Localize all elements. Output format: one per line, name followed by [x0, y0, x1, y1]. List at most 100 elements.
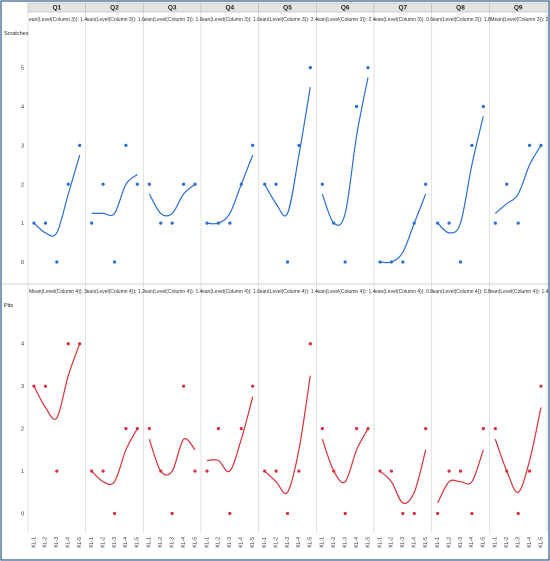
x-tick-label: KL-4: [469, 537, 475, 548]
data-point-kl-3: [285, 260, 290, 264]
trend-line: [494, 145, 542, 214]
x-tick-label: KL-5: [538, 537, 544, 548]
panel-pits-q5: ean(Level(Column 4)): 1.4 KL-1 KL-2 KL-3 KL-…: [260, 289, 318, 548]
y-tick-label: 4: [21, 342, 24, 348]
data-point-kl-5: [424, 182, 428, 186]
data-point-kl-3: [170, 221, 174, 225]
data-point-kl-5: [135, 182, 139, 186]
x-tick-label: KL-4: [66, 537, 72, 548]
x-tick-label: KL-4: [123, 537, 129, 548]
data-point-kl-2: [274, 182, 278, 186]
column-header-label: Q1: [52, 5, 61, 12]
x-tick-label: KL-4: [181, 537, 187, 548]
data-point-kl-1: [493, 221, 497, 225]
data-point-kl-5: [193, 469, 197, 473]
x-tick-label: KL-3: [227, 537, 233, 548]
data-point-kl-2: [43, 221, 48, 225]
data-point-kl-1: [263, 182, 267, 186]
panel-pits-q2: ean(Level(Column 4)): 1.2 KL-1 KL-2 KL-3 KL-…: [87, 289, 145, 548]
mean-label: ean(Level(Column 3)): 2.4: [317, 17, 375, 23]
data-point-kl-5: [193, 182, 197, 186]
column-header-label: Q4: [225, 5, 234, 12]
panel-scratches-q6: ean(Level(Column 3)): 2.4: [317, 17, 376, 264]
data-point-kl-5: [366, 66, 370, 70]
y-tick-label: 3: [21, 384, 24, 390]
panel-scratches-q5: ean(Level(Column 3)): 2.4: [260, 17, 318, 264]
x-tick-label: KL-3: [285, 537, 291, 548]
column-header-label: Q7: [398, 5, 407, 12]
data-point-kl-5: [78, 342, 82, 346]
y-tick-label: 3: [21, 143, 24, 149]
mean-label: ean(Level(Column 4)): 1.6: [202, 289, 260, 295]
column-header-label: Q9: [514, 5, 523, 12]
data-point-kl-2: [274, 469, 278, 473]
data-point-kl-4: [412, 221, 416, 225]
panel-scratches-q1: ean(Level(Column 3)): 1.4: [29, 17, 87, 264]
x-tick-label: KL-1: [147, 537, 153, 548]
x-tick-label: KL-4: [412, 537, 418, 548]
column-header-q9: [489, 2, 548, 13]
data-point-kl-3: [343, 260, 347, 264]
y-tick-label: 5: [21, 66, 24, 72]
trend-line: [91, 174, 138, 217]
panel-pits-q7: ean(Level(Column 4)): 0.8 KL-1 KL-2 KL-3 KL-…: [375, 289, 433, 548]
mean-label: ean(Level(Column 4)): 1.4: [317, 289, 375, 295]
data-point-kl-3: [112, 511, 117, 516]
data-point-kl-2: [389, 469, 394, 473]
data-point-kl-4: [470, 511, 474, 516]
data-point-kl-2: [332, 221, 336, 225]
data-point-kl-1: [32, 221, 36, 225]
x-tick-label: KL-2: [216, 537, 222, 548]
data-point-kl-4: [181, 182, 186, 186]
data-point-kl-4: [297, 143, 301, 147]
data-point-kl-3: [55, 469, 59, 473]
panel-scratches-q4: ean(Level(Column 3)): 1.6: [202, 17, 260, 225]
mean-label: ean(Level(Column 3)): 2.4: [260, 17, 318, 23]
data-point-kl-2: [505, 469, 509, 473]
x-tick-label: KL-3: [400, 537, 406, 548]
data-point-kl-1: [436, 221, 440, 225]
data-point-kl-1: [378, 469, 382, 473]
data-point-kl-1: [205, 469, 209, 473]
x-tick-label: KL-1: [31, 537, 37, 548]
panel-scratches-q7: ean(Level(Column 3)): 0.6: [375, 17, 433, 264]
data-point-kl-1: [320, 182, 324, 186]
data-point-kl-1: [378, 260, 382, 264]
data-point-kl-3: [112, 260, 117, 264]
mean-label: ean(Level(Column 3)): 1.4: [29, 17, 87, 23]
data-point-kl-3: [401, 260, 405, 264]
data-point-kl-4: [66, 182, 70, 186]
data-point-kl-5: [308, 342, 312, 346]
x-tick-label: KL-5: [135, 537, 141, 548]
data-point-kl-1: [90, 469, 94, 473]
panel-pits-q9: ean(Level(Column 4)): 1.4 KL-1 KL-2 KL-3 KL-…: [490, 289, 548, 548]
data-point-kl-4: [354, 104, 359, 109]
column-header-label: Q3: [168, 5, 177, 12]
data-point-kl-4: [354, 427, 359, 431]
y-tick-label: 0: [21, 260, 24, 266]
data-point-kl-4: [239, 182, 243, 186]
data-point-kl-5: [539, 384, 543, 388]
data-point-kl-3: [516, 511, 520, 516]
mean-label: ean(Level(Column 4)): 0.8: [375, 289, 433, 295]
row-label-scratches: Scratches: [4, 31, 29, 37]
trend-line: [33, 154, 81, 237]
data-point-kl-1: [205, 221, 209, 225]
trend-line: [494, 407, 542, 493]
x-tick-label: KL-5: [77, 537, 83, 548]
x-tick-label: KL-5: [192, 537, 198, 548]
data-point-kl-3: [458, 260, 463, 264]
trend-line: [379, 449, 427, 504]
panel-pits-q8: ean(Level(Column 4)): 0.8 KL-1 KL-2 KL-3 KL-…: [433, 289, 491, 548]
data-point-kl-2: [332, 469, 336, 473]
x-tick-label: KL-2: [158, 537, 164, 548]
x-tick-label: KL-2: [446, 537, 452, 548]
y-tick-label: 2: [21, 427, 24, 433]
row-label-pits: Pits: [4, 303, 13, 309]
data-point-kl-5: [251, 384, 255, 388]
data-point-kl-5: [539, 143, 543, 147]
y-tick-label: 1: [21, 221, 24, 227]
mean-label: ean(Level(Column 3)): 1.6: [87, 17, 145, 23]
